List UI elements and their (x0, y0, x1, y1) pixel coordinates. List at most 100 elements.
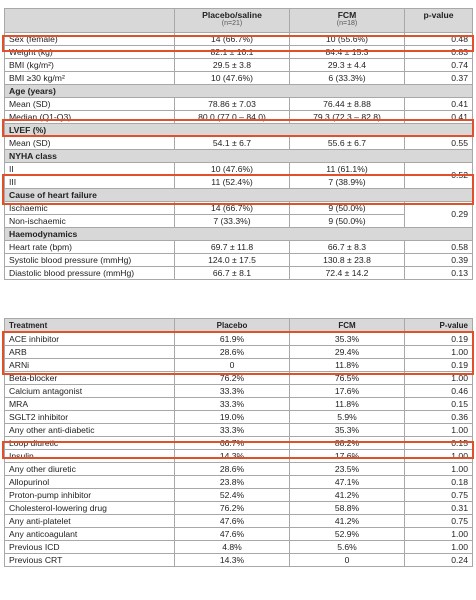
p-value: 0.15 (404, 436, 473, 450)
p-value: 0.29 (404, 201, 473, 228)
treatment-label: Allopurinol (4, 475, 175, 489)
placebo-value: 29.5 ± 3.8 (174, 58, 290, 72)
treatment-label: Previous CRT (4, 553, 175, 567)
row-label: Non-ischaemic (4, 214, 175, 228)
p-value: 0.48 (404, 32, 473, 46)
table-row: Calcium antagonist 33.3% 17.6% 0.46 (4, 384, 473, 398)
row-label: BMI (kg/m²) (4, 58, 175, 72)
header-fcm-label: FCM (337, 10, 357, 20)
fcm-value: 11.8% (289, 358, 405, 372)
row-label: Diastolic blood pressure (mmHg) (4, 266, 175, 280)
p-value: 0.24 (404, 553, 473, 567)
p-value: 1.00 (404, 371, 473, 385)
p-value: 0.15 (404, 397, 473, 411)
header-fcm: FCM (n=18) (289, 8, 405, 33)
placebo-value: 19.0% (174, 410, 290, 424)
fcm-value: 35.3% (289, 332, 405, 346)
fcm-value: 55.6 ± 6.7 (289, 136, 405, 150)
table-row: Non-ischaemic 7 (33.3%) 9 (50.0%) (4, 214, 473, 228)
fcm-value: 72.4 ± 14.2 (289, 266, 405, 280)
header-placebo: Placebo (174, 318, 290, 333)
fcm-value: 130.8 ± 23.8 (289, 253, 405, 267)
table-row: Loop diuretic 66.7% 88.2% 0.15 (4, 436, 473, 450)
table-row: Allopurinol 23.8% 47.1% 0.18 (4, 475, 473, 489)
p-value: 1.00 (404, 423, 473, 437)
placebo-value: 33.3% (174, 384, 290, 398)
fcm-value: 7 (38.9%) (289, 175, 405, 189)
placebo-value: 4.8% (174, 540, 290, 554)
row-label: Heart rate (bpm) (4, 240, 175, 254)
placebo-value: 10 (47.6%) (174, 71, 290, 85)
header-treatment: Treatment (4, 318, 175, 333)
table-row: Weight (kg) 82.1 ± 10.1 84.4 ± 15.3 0.83 (4, 45, 473, 59)
table-row: Any anti-platelet 47.6% 41.2% 0.75 (4, 514, 473, 528)
placebo-value: 47.6% (174, 527, 290, 541)
table-row: II 10 (47.6%) 11 (61.1%) 0.52 (4, 162, 473, 189)
fcm-value: 29.3 ± 4.4 (289, 58, 405, 72)
treatment-label: Calcium antagonist (4, 384, 175, 398)
header-fcm-n: (n=18) (336, 20, 358, 27)
fcm-value: 9 (50.0%) (289, 201, 405, 215)
header-placebo-label: Placebo/saline (202, 10, 262, 20)
treatment-label: Previous ICD (4, 540, 175, 554)
treatment-label: Any anticoagulant (4, 527, 175, 541)
fcm-value: 76.44 ± 8.88 (289, 97, 405, 111)
p-value: 0.75 (404, 488, 473, 502)
treatment-label: ACE inhibitor (4, 332, 175, 346)
p-value: 0.46 (404, 384, 473, 398)
placebo-value: 11 (52.4%) (174, 175, 290, 189)
row-label: Systolic blood pressure (mmHg) (4, 253, 175, 267)
table-row: Previous ICD 4.8% 5.6% 1.00 (4, 540, 473, 554)
treatment-label: Any other anti-diabetic (4, 423, 175, 437)
fcm-value: 47.1% (289, 475, 405, 489)
placebo-value: 61.9% (174, 332, 290, 346)
p-value: 0.55 (404, 136, 473, 150)
p-value: 1.00 (404, 462, 473, 476)
baseline-characteristics-table: Placebo/saline (n=21) FCM (n=18) p-value Sex … (4, 8, 473, 280)
table-row: Any other anti-diabetic 33.3% 35.3% 1.00 (4, 423, 473, 437)
row-label: Sex (female) (4, 32, 175, 46)
p-value: 0.39 (404, 253, 473, 267)
fcm-value: 17.6% (289, 384, 405, 398)
placebo-value: 80.0 (77.0 – 84.0) (174, 110, 290, 124)
treatment-label: Any anti-platelet (4, 514, 175, 528)
p-value: 0.58 (404, 240, 473, 254)
fcm-value: 79.3 (72.3 – 82.8) (289, 110, 405, 124)
fcm-value: 29.4% (289, 345, 405, 359)
fcm-value: 6 (33.3%) (289, 71, 405, 85)
p-value: 0.19 (404, 332, 473, 346)
placebo-value: 78.86 ± 7.03 (174, 97, 290, 111)
placebo-value: 124.0 ± 17.5 (174, 253, 290, 267)
p-value: 0.37 (404, 71, 473, 85)
p-value: 0.36 (404, 410, 473, 424)
placebo-value: 23.8% (174, 475, 290, 489)
fcm-value: 17.6% (289, 449, 405, 463)
fcm-value: 10 (55.6%) (289, 32, 405, 46)
placebo-value: 0 (174, 358, 290, 372)
row-label: Ischaemic (4, 201, 175, 215)
p-value: 0.52 (404, 162, 473, 189)
section-row: Haemodynamics (4, 227, 473, 241)
treatment-label: MRA (4, 397, 175, 411)
fcm-value: 88.2% (289, 436, 405, 450)
fcm-value: 9 (50.0%) (289, 214, 405, 228)
p-value: 1.00 (404, 540, 473, 554)
section-row: Cause of heart failure (4, 188, 473, 202)
treatment-label: Beta-blocker (4, 371, 175, 385)
fcm-value: 11.8% (289, 397, 405, 411)
placebo-value: 7 (33.3%) (174, 214, 290, 228)
row-label: II (4, 162, 175, 176)
table-row: Beta-blocker 76.2% 76.5% 1.00 (4, 371, 473, 385)
p-value: 1.00 (404, 345, 473, 359)
fcm-value: 11 (61.1%) (289, 162, 405, 176)
table-row: Proton-pump inhibitor 52.4% 41.2% 0.75 (4, 488, 473, 502)
section-row: NYHA class (4, 149, 473, 163)
header-pvalue-label: p-value (423, 10, 454, 20)
fcm-value: 52.9% (289, 527, 405, 541)
fcm-value: 5.6% (289, 540, 405, 554)
table-row: ARNi 0 11.8% 0.19 (4, 358, 473, 372)
placebo-value: 14 (66.7%) (174, 201, 290, 215)
header-placebo-n: (n=21) (221, 20, 243, 27)
row-label: BMI ≥30 kg/m² (4, 71, 175, 85)
p-value: 0.41 (404, 97, 473, 111)
